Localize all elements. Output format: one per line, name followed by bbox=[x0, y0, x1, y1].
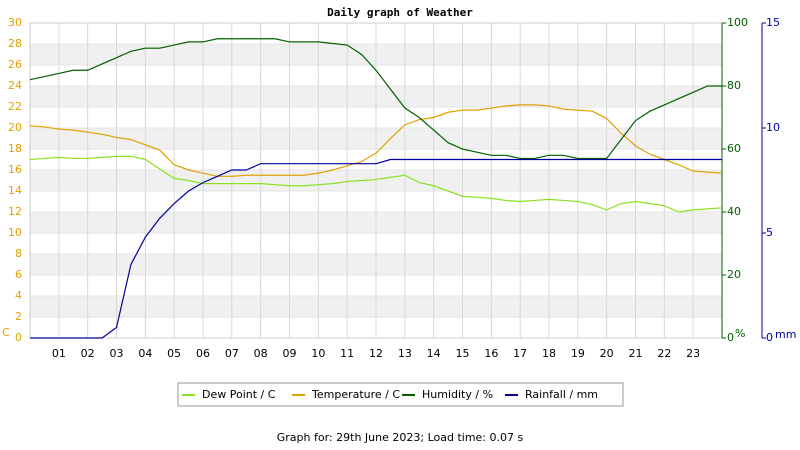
y2-tick-label: 0 bbox=[727, 331, 734, 344]
y-tick-label: 12 bbox=[8, 205, 22, 218]
y-tick-label: 6 bbox=[15, 268, 22, 281]
y-tick-label: 4 bbox=[15, 289, 22, 302]
x-tick-label: 09 bbox=[283, 347, 297, 360]
x-tick-label: 02 bbox=[81, 347, 95, 360]
x-tick-label: 14 bbox=[427, 347, 441, 360]
y2-tick-label: 20 bbox=[727, 268, 741, 281]
y-tick-label: 10 bbox=[8, 226, 22, 239]
series-line bbox=[29, 155, 723, 213]
series-line bbox=[30, 158, 722, 339]
legend-label: Rainfall / mm bbox=[525, 388, 598, 401]
y-tick-label: 24 bbox=[8, 79, 22, 92]
y2-tick-label: 100 bbox=[727, 16, 748, 29]
series-line bbox=[29, 104, 723, 177]
x-tick-label: 05 bbox=[167, 347, 181, 360]
y-tick-label: 2 bbox=[15, 310, 22, 323]
y3-tick-label: 5 bbox=[766, 226, 773, 239]
legend-label: Humidity / % bbox=[422, 388, 493, 401]
y2-tick-label: 60 bbox=[727, 142, 741, 155]
y2-axis-label: % bbox=[735, 327, 745, 340]
x-tick-label: 07 bbox=[225, 347, 239, 360]
y3-axis-label: mm bbox=[775, 328, 796, 341]
x-tick-label: 16 bbox=[484, 347, 498, 360]
y-tick-label: 26 bbox=[8, 58, 22, 71]
y-tick-label: 22 bbox=[8, 100, 22, 113]
y2-tick-label: 80 bbox=[727, 79, 741, 92]
x-tick-label: 13 bbox=[398, 347, 412, 360]
x-tick-label: 01 bbox=[52, 347, 66, 360]
x-tick-label: 22 bbox=[657, 347, 671, 360]
y-tick-label: 18 bbox=[8, 142, 22, 155]
x-tick-label: 12 bbox=[369, 347, 383, 360]
y2-tick-label: 40 bbox=[727, 205, 741, 218]
footer: Graph for: 29th June 2023; Load time: 0.… bbox=[277, 431, 524, 444]
y-tick-label: 20 bbox=[8, 121, 22, 134]
x-tick-label: 17 bbox=[513, 347, 527, 360]
y3-tick-label: 10 bbox=[766, 121, 780, 134]
x-tick-label: 06 bbox=[196, 347, 210, 360]
y-tick-label: 8 bbox=[15, 247, 22, 260]
x-tick-label: 23 bbox=[686, 347, 700, 360]
x-tick-label: 21 bbox=[629, 347, 643, 360]
y-tick-label: 16 bbox=[8, 163, 22, 176]
y3-tick-label: 15 bbox=[766, 16, 780, 29]
y-tick-label: 28 bbox=[8, 37, 22, 50]
series-line bbox=[29, 38, 722, 160]
y-axis-label: C bbox=[2, 326, 10, 339]
chart-title: Daily graph of Weather bbox=[327, 6, 473, 19]
x-tick-label: 19 bbox=[571, 347, 585, 360]
y-tick-label: 0 bbox=[15, 331, 22, 344]
legend-label: Dew Point / C bbox=[202, 388, 276, 401]
y-tick-label: 30 bbox=[8, 16, 22, 29]
legend-label: Temperature / C bbox=[311, 388, 400, 401]
y-tick-label: 14 bbox=[8, 184, 22, 197]
legend-box bbox=[177, 382, 624, 407]
x-tick-label: 15 bbox=[456, 347, 470, 360]
x-tick-label: 03 bbox=[110, 347, 124, 360]
x-tick-label: 04 bbox=[138, 347, 152, 360]
x-tick-label: 10 bbox=[311, 347, 325, 360]
x-tick-label: 08 bbox=[254, 347, 268, 360]
x-tick-label: 18 bbox=[542, 347, 556, 360]
x-tick-label: 20 bbox=[600, 347, 614, 360]
x-tick-label: 11 bbox=[340, 347, 354, 360]
y3-tick-label: 0 bbox=[766, 331, 773, 344]
